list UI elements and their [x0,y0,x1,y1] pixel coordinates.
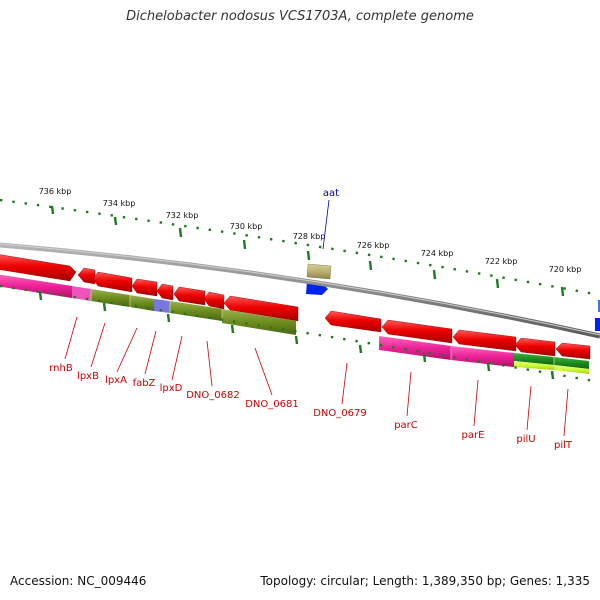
cds-block [203,291,225,310]
genome-backbone [0,242,600,339]
accession-label: Accession: NC_009446 [10,574,147,588]
gene-label-leaders [64,316,569,437]
rna-feature-tan [306,263,332,280]
gene-label-DNO_0679: DNO_0679 [313,408,367,419]
function-block [222,309,296,335]
cds-block-blue [595,318,600,331]
inner-major-ticks [38,291,555,380]
function-block [451,346,514,367]
tick-label-722: 722 kbp [485,257,518,266]
tick-label-736: 736 kbp [39,187,72,196]
function-block [154,299,170,313]
gene-label-lpxB: lpxB [77,371,99,382]
function-track-left [0,274,296,335]
cds-block [223,295,299,322]
gene-label-DNO_0682: DNO_0682 [186,390,240,401]
cds-block [0,254,77,282]
function-block [554,365,589,374]
tick-label-726: 726 kbp [357,241,390,250]
cds-block [381,319,453,344]
gene-label-fabZ: fabZ [133,378,156,389]
cds-block [77,267,96,285]
function-block [91,289,130,307]
aat-leader [322,199,330,250]
function-block [130,295,154,311]
cds-block [92,271,133,293]
function-block [0,274,72,298]
tick-label-730: 730 kbp [230,222,263,231]
map-title: Dichelobacter nodosus VCS1703A, complete… [126,9,474,24]
cds-block [555,342,591,360]
function-block [514,361,554,370]
gene-label-pilU: pilU [516,434,535,445]
gene-label-parC: parC [394,420,418,431]
gene-label-lpxA: lpxA [105,375,127,386]
tick-label-734: 734 kbp [103,199,136,208]
forward-cds-track [0,254,299,322]
gene-label-rnhB: rnhB [49,363,73,374]
outer-scale-arc [0,198,600,297]
tick-label-728: 728 kbp [293,232,326,241]
outer-major-ticks [50,205,565,297]
gene-label-pilT: pilT [554,440,573,451]
cds-block [173,286,206,306]
reverse-cds-track [324,310,600,360]
cds-block [156,283,174,301]
function-block [170,301,222,321]
function-track-right [379,336,589,374]
gene-label-parE: parE [462,430,485,441]
genome-summary-label: Topology: circular; Length: 1,389,350 bp… [260,574,590,588]
tick-label-720: 720 kbp [549,265,582,274]
cds-block [452,329,517,352]
function-block [72,286,91,301]
gene-label-aat: aat [323,188,339,199]
gene-label-lpxD: lpxD [160,383,183,394]
cds-block [131,278,158,297]
function-block [379,336,451,360]
gene-label-DNO_0681: DNO_0681 [245,399,299,410]
tick-label-724: 724 kbp [421,249,454,258]
cds-block [514,337,556,357]
inner-scale-arc [0,284,600,384]
cds-block [324,310,382,333]
tick-label-732: 732 kbp [166,211,199,220]
